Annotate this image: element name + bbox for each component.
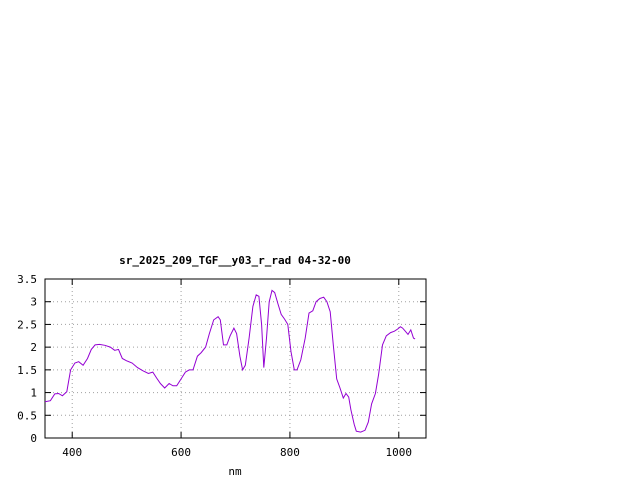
x-tick-label: 800 — [280, 446, 300, 459]
grid-lines — [45, 279, 426, 438]
chart-title: sr_2025_209_TGF__y03_r_rad 04-32-00 — [119, 254, 351, 267]
y-axis: 0 0.5 1 1.5 2 2.5 3 3.5 — [17, 273, 426, 445]
y-tick-label: 0 — [30, 432, 37, 445]
x-tick-label: 400 — [62, 446, 82, 459]
plot-frame — [44, 278, 427, 439]
y-tick-label: 2 — [30, 341, 37, 354]
y-tick-label: 1.5 — [17, 364, 37, 377]
series-line — [44, 289, 416, 433]
y-tick-label: 1 — [30, 387, 37, 400]
x-axis: 400 600 800 1000 — [62, 279, 412, 459]
y-tick-label: 2.5 — [17, 318, 37, 331]
x-axis-label: nm — [228, 465, 242, 478]
y-tick-label: 3.5 — [17, 273, 37, 286]
y-tick-label: 3 — [30, 296, 37, 309]
x-tick-label: 600 — [171, 446, 191, 459]
x-tick-label: 1000 — [386, 446, 413, 459]
y-tick-label: 0.5 — [17, 409, 37, 422]
